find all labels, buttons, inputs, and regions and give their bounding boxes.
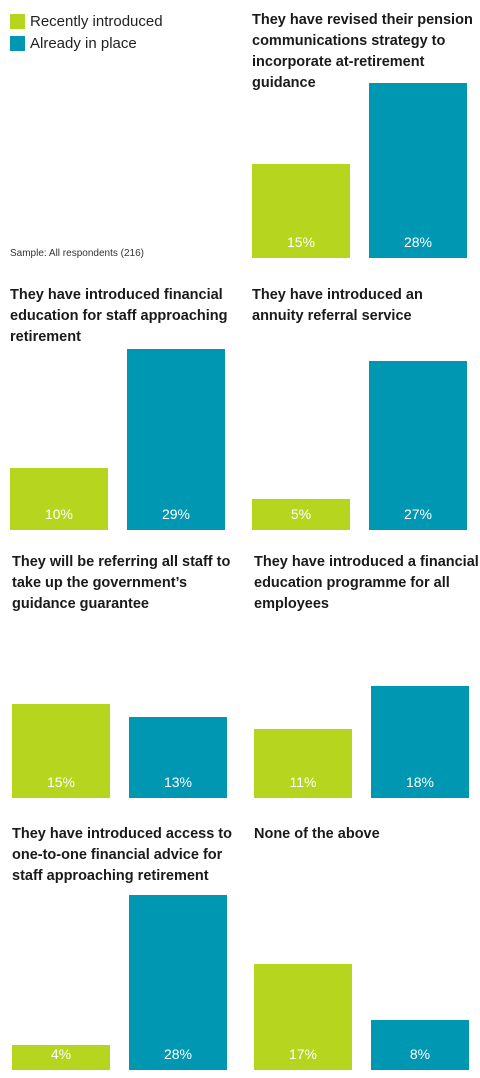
bar-group: 10% 29% — [10, 285, 232, 530]
panel-title: None of the above — [254, 826, 380, 842]
bar-recently-introduced: 17% — [254, 963, 352, 1070]
bar-recently-introduced: 10% — [10, 467, 108, 530]
panel-title: They have introduced a financial educati… — [254, 554, 479, 612]
chart-panel: They have introduced access to one-to-on… — [12, 824, 234, 1070]
bar-already-in-place: 18% — [371, 685, 469, 798]
bar-value-label: 8% — [409, 1046, 431, 1062]
chart-panel: They have revised their pension communic… — [252, 10, 474, 258]
bar-value-label: 15% — [286, 234, 316, 250]
bar-value-label: 13% — [163, 774, 193, 790]
legend: Recently introduced Already in place — [10, 10, 163, 54]
panel-title: They have introduced an annuity referral… — [252, 287, 423, 324]
chart-panel: They have introduced a financial educati… — [254, 552, 479, 798]
bar-already-in-place: 28% — [369, 83, 467, 258]
bar-recently-introduced: 15% — [252, 164, 350, 258]
bar-value-label: 18% — [405, 774, 435, 790]
bar-group: 15% 28% — [252, 10, 474, 258]
sample-note: Sample: All respondents (216) — [10, 248, 144, 259]
panel-title: They have introduced financial education… — [10, 287, 228, 345]
bar-already-in-place: 29% — [127, 348, 225, 530]
bar-value-label: 10% — [44, 506, 74, 522]
bar-group: 15% 13% — [12, 552, 234, 798]
bar-value-label: 28% — [403, 234, 433, 250]
panel-title: They have introduced access to one-to-on… — [12, 826, 232, 884]
chart-panel: They will be referring all staff to take… — [12, 552, 234, 798]
bar-recently-introduced: 11% — [254, 729, 352, 798]
bar-group: 5% 27% — [252, 285, 474, 530]
legend-label-recent: Recently introduced — [30, 12, 163, 30]
bar-already-in-place: 27% — [369, 361, 467, 530]
bar-group: 17% 8% — [254, 824, 476, 1070]
panel-title: They will be referring all staff to take… — [12, 554, 231, 612]
chart-panel: They have introduced an annuity referral… — [252, 285, 474, 530]
legend-label-place: Already in place — [30, 34, 137, 52]
bar-value-label: 17% — [288, 1046, 318, 1062]
legend-swatch-recent — [10, 13, 25, 29]
panel-title: They have revised their pension communic… — [252, 12, 473, 91]
bar-recently-introduced: 4% — [12, 1045, 110, 1070]
bar-value-label: 5% — [290, 506, 312, 522]
bar-group: 11% 18% — [254, 552, 476, 798]
bar-value-label: 27% — [403, 506, 433, 522]
bar-already-in-place: 13% — [129, 716, 227, 798]
bar-value-label: 28% — [163, 1046, 193, 1062]
bar-value-label: 11% — [289, 774, 317, 790]
chart-panel: They have introduced financial education… — [10, 285, 232, 530]
chart-panel: None of the above 17% 8% — [254, 824, 476, 1070]
legend-item-place: Already in place — [10, 32, 163, 54]
bar-recently-introduced: 15% — [12, 704, 110, 798]
bar-value-label: 29% — [161, 506, 191, 522]
bar-recently-introduced: 5% — [252, 498, 350, 530]
bar-group: 4% 28% — [12, 824, 234, 1070]
bar-value-label: 4% — [50, 1046, 72, 1062]
bar-value-label: 15% — [46, 774, 76, 790]
legend-swatch-place — [10, 35, 25, 51]
bar-already-in-place: 8% — [371, 1020, 469, 1070]
bar-already-in-place: 28% — [129, 895, 227, 1070]
legend-item-recent: Recently introduced — [10, 10, 163, 32]
